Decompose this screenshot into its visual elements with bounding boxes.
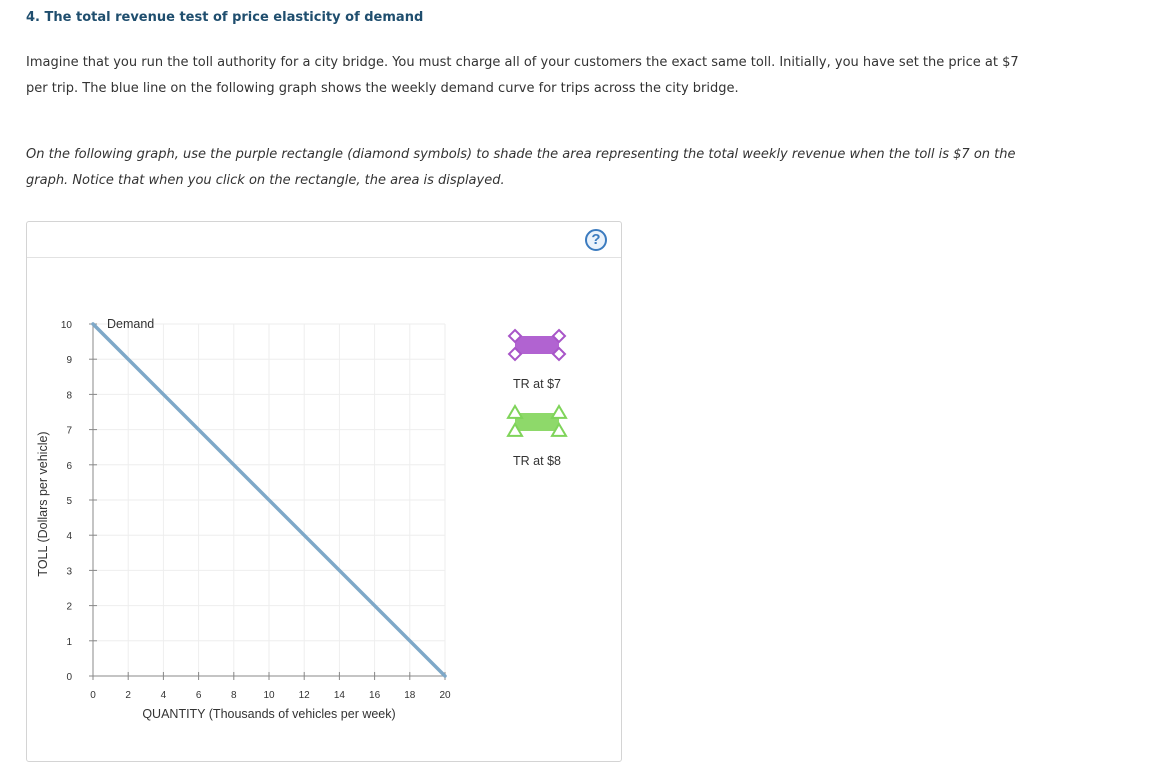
y-tick-label: 6 xyxy=(66,461,72,472)
x-tick-label: 10 xyxy=(263,690,275,701)
triangle-marker-icon xyxy=(506,422,524,437)
chart-series: Demand xyxy=(91,317,447,678)
y-tick-label: 1 xyxy=(66,637,72,648)
question-intro-text: Imagine that you run the toll authority … xyxy=(26,55,1019,96)
graph-panel: ? 0 2 4 6 8 10 12 14 16 18 20 0 1 2 3 4 5 6 7 8 9 10 Demand Q… xyxy=(26,221,622,762)
diamond-marker-icon xyxy=(551,328,567,344)
y-tick-label: 3 xyxy=(66,566,72,577)
y-tick-label: 5 xyxy=(66,496,72,507)
demand-curve xyxy=(91,322,447,678)
x-tick-label: 14 xyxy=(334,690,346,701)
x-axis-title: QUANTITY (Thousands of vehicles per week… xyxy=(142,707,395,721)
y-tick-label: 9 xyxy=(66,355,72,366)
triangle-marker-icon xyxy=(506,404,524,419)
diamond-marker-icon xyxy=(507,346,523,362)
x-tick-label: 8 xyxy=(231,690,237,701)
x-tick-label: 20 xyxy=(439,690,451,701)
graph-header: ? xyxy=(27,222,621,258)
tool-rectangle-swatch xyxy=(515,413,559,431)
x-tick-label: 2 xyxy=(125,690,131,701)
y-tick-label: 2 xyxy=(66,602,72,613)
y-tick-label: 0 xyxy=(66,672,72,683)
question-instruction-text: On the following graph, use the purple r… xyxy=(26,147,1016,188)
y-tick-label: 8 xyxy=(66,390,72,401)
x-tick-label: 16 xyxy=(369,690,381,701)
tool-rectangle-swatch xyxy=(515,336,559,354)
diamond-marker-icon xyxy=(507,328,523,344)
tr-7-rectangle-tool[interactable]: TR at $7 xyxy=(507,328,567,391)
x-tick-label: 0 xyxy=(90,690,96,701)
chart-labels: QUANTITY (Thousands of vehicles per week… xyxy=(36,431,396,721)
x-tick-label: 4 xyxy=(161,690,167,701)
y-tick-label: 4 xyxy=(66,531,72,542)
graph-tool-palette: TR at $7 TR at $8 xyxy=(506,328,568,468)
triangle-marker-icon xyxy=(550,422,568,437)
y-axis-title: TOLL (Dollars per vehicle) xyxy=(36,431,50,576)
triangle-marker-icon xyxy=(550,404,568,419)
x-tick-label: 18 xyxy=(404,690,416,701)
diamond-marker-icon xyxy=(551,346,567,362)
question-title: 4. The total revenue test of price elast… xyxy=(26,10,424,25)
tool-label: TR at $7 xyxy=(513,377,561,391)
demand-curve-label: Demand xyxy=(107,317,154,331)
y-tick-label: 7 xyxy=(66,426,72,437)
tool-label: TR at $8 xyxy=(513,454,561,468)
question-circle-icon[interactable]: ? xyxy=(585,229,607,251)
x-tick-label: 6 xyxy=(196,690,202,701)
tr-8-rectangle-tool[interactable]: TR at $8 xyxy=(506,404,568,468)
y-tick-label: 10 xyxy=(61,320,73,331)
chart-grid xyxy=(93,323,446,676)
x-tick-label: 12 xyxy=(299,690,311,701)
